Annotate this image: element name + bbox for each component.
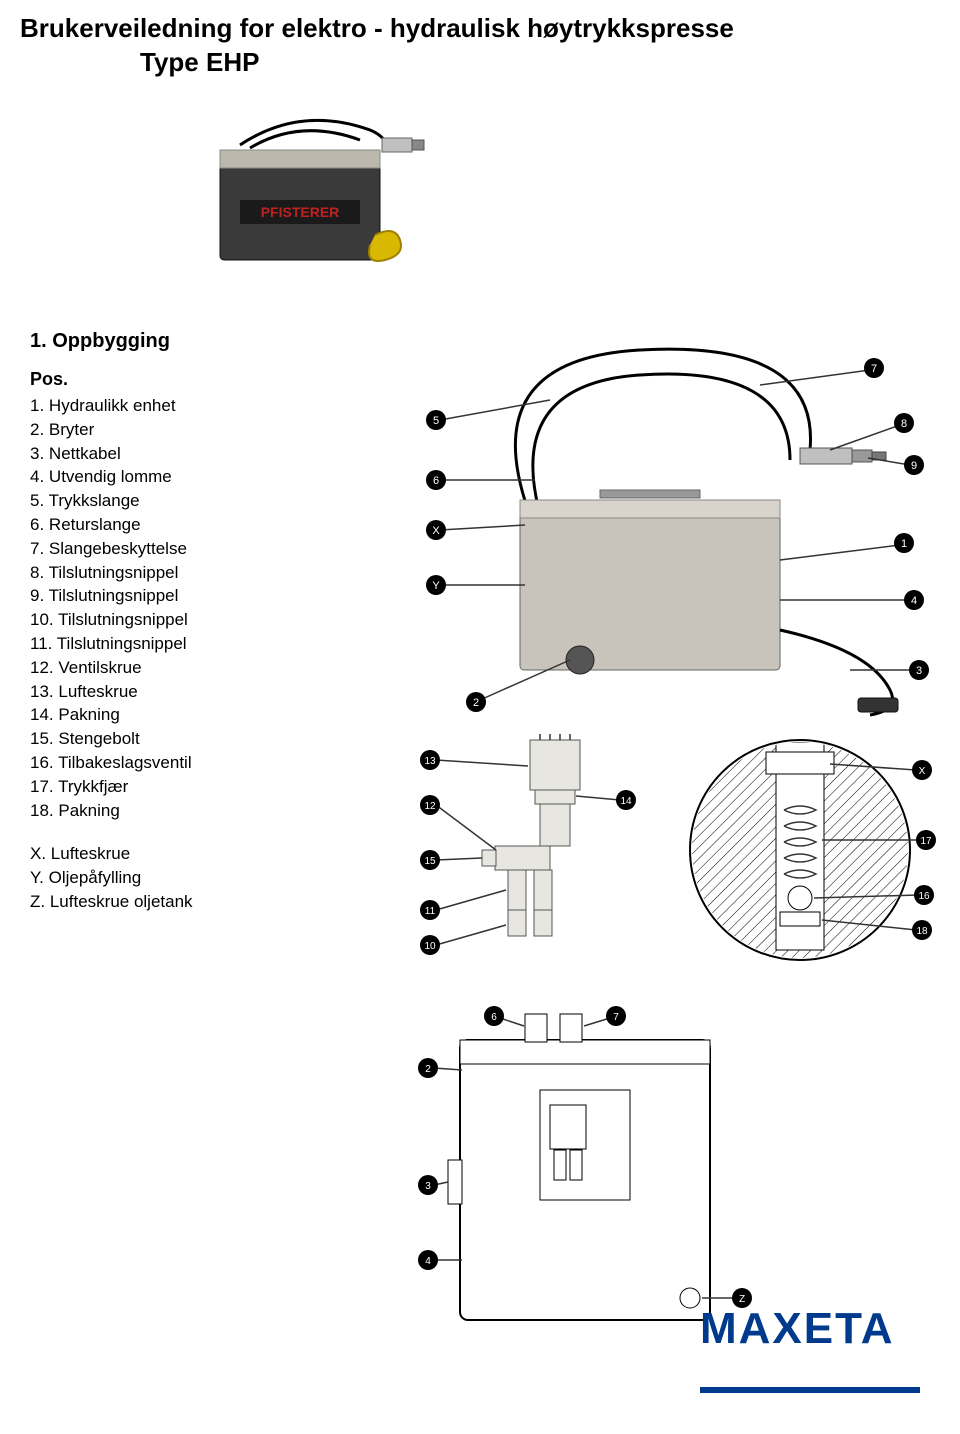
svg-text:18: 18 [916,926,928,937]
connector-detail-diagram: 14 13 12 15 11 10 [420,734,636,955]
list-item: 4. Utvendig lomme [30,465,350,489]
svg-text:6: 6 [433,475,439,487]
svg-text:Y: Y [432,580,440,592]
list-item: 12. Ventilskrue [30,656,350,680]
valve-cross-section-diagram: X 17 16 18 [690,740,936,960]
svg-text:12: 12 [424,801,436,812]
svg-text:11: 11 [425,906,436,917]
title-line-2: Type EHP [20,46,940,80]
svg-text:X: X [432,525,440,537]
svg-text:7: 7 [871,363,877,375]
section-heading: 1. Oppbygging [30,330,350,353]
list-item: Z. Lufteskrue oljetank [30,890,350,914]
list-item: 2. Bryter [30,418,350,442]
product-photo: PFISTERER [180,90,440,290]
list-item: 9. Tilslutningsnippel [30,584,350,608]
content-column: 1. Oppbygging Pos. 1. Hydraulikk enhet 2… [30,330,350,914]
list-item: 10. Tilslutningsnippel [30,608,350,632]
list-item: 6. Returslange [30,513,350,537]
svg-text:4: 4 [911,595,917,607]
list-item: X. Lufteskrue [30,842,350,866]
svg-text:15: 15 [424,856,436,867]
list-item: 13. Lufteskrue [30,680,350,704]
brand-label-text: PFISTERER [261,204,340,220]
logo-underline [700,1387,920,1393]
svg-text:9: 9 [911,460,917,472]
list-item: 14. Pakning [30,703,350,727]
list-item: 7. Slangebeskyttelse [30,537,350,561]
numbered-parts-list: 1. Hydraulikk enhet 2. Bryter 3. Nettkab… [30,394,350,822]
svg-text:2: 2 [425,1064,431,1075]
list-item: 8. Tilslutningsnippel [30,561,350,585]
main-unit-diagram: 5 6 X Y 2 7 8 9 1 4 [426,349,929,715]
list-item: 15. Stengebolt [30,727,350,751]
page-title: Brukerveiledning for elektro - hydraulis… [0,0,960,80]
svg-text:17: 17 [920,836,932,847]
svg-text:6: 6 [491,1012,497,1023]
pos-label: Pos. [30,369,350,390]
list-item: 17. Trykkfjær [30,775,350,799]
list-item: 5. Trykkslange [30,489,350,513]
list-item: 3. Nettkabel [30,442,350,466]
svg-text:8: 8 [901,418,907,430]
svg-text:5: 5 [433,415,439,427]
svg-text:2: 2 [473,697,479,709]
svg-text:7: 7 [613,1012,619,1023]
list-item: 11. Tilslutningsnippel [30,632,350,656]
logo-text: MAXETA [700,1304,895,1353]
top-view-diagram: 2 3 4 6 7 Z [418,1006,752,1320]
title-line-1: Brukerveiledning for elektro - hydraulis… [20,13,734,43]
list-item: Y. Oljepåfylling [30,866,350,890]
maxeta-logo: MAXETA [700,1304,920,1404]
svg-text:3: 3 [916,665,922,677]
list-item: 18. Pakning [30,799,350,823]
svg-text:16: 16 [918,891,930,902]
svg-text:10: 10 [424,941,436,952]
list-item: 16. Tilbakeslagsventil [30,751,350,775]
svg-text:4: 4 [425,1256,431,1267]
svg-text:14: 14 [620,796,632,807]
svg-text:1: 1 [901,538,907,550]
svg-text:13: 13 [424,756,436,767]
list-item: 1. Hydraulikk enhet [30,394,350,418]
svg-text:X: X [919,766,926,777]
svg-text:3: 3 [425,1181,431,1192]
lettered-parts-list: X. Lufteskrue Y. Oljepåfylling Z. Luftes… [30,842,350,913]
diagram-area: 5 6 X Y 2 7 8 9 1 4 [400,330,940,1350]
